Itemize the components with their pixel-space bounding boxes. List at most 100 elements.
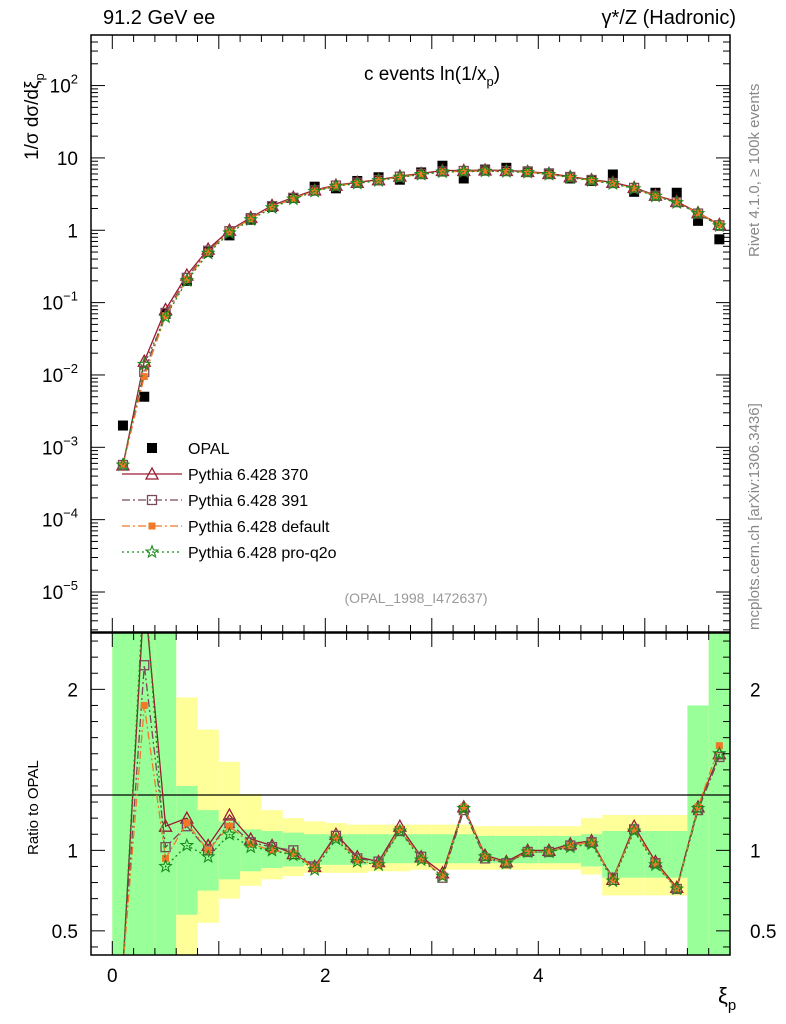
ratio-data-point [179, 837, 195, 852]
ratio-y-tick-label-left: 2 [67, 680, 78, 701]
main-data-point [117, 420, 128, 431]
ratio-green-band-bin [708, 633, 730, 955]
ratio-data-point [392, 823, 408, 838]
tick-label-exponent: −3 [63, 433, 78, 448]
main-data-point [200, 245, 216, 260]
ratio-data-point [222, 807, 237, 821]
ratio-data-point [200, 849, 216, 864]
ratio-panel-frame [90, 632, 731, 956]
main-data-point [307, 183, 322, 198]
ratio-data-point [417, 854, 425, 862]
ratio-y-axis-label: Ratio to OPAL [25, 760, 42, 855]
legend-label: OPAL [188, 441, 230, 458]
legend-marker [147, 443, 157, 453]
main-data-point [694, 209, 702, 217]
ratio-data-point [712, 745, 727, 761]
ratio-green-band-bin [687, 705, 709, 955]
main-data-point [139, 391, 150, 402]
tick-label-exponent: −1 [63, 289, 78, 304]
ratio-x-tick-label: 2 [320, 966, 331, 987]
main-y-tick-label: 10−5 [42, 578, 78, 604]
ratio-data-point [588, 838, 596, 846]
ratio-data-point [501, 858, 512, 869]
main-data-point [545, 170, 553, 178]
ratio-data-point [435, 868, 450, 883]
ratio-data-point [119, 963, 126, 970]
tick-label-exponent: −5 [63, 578, 78, 593]
main-data-point [136, 356, 152, 371]
ratio-panel-series [117, 570, 727, 971]
main-data-point [286, 191, 301, 206]
main-data-point [115, 457, 131, 472]
energy-label: 91.2 GeV ee [103, 7, 216, 29]
main-data-point [328, 178, 344, 193]
main-data-point [435, 164, 450, 179]
main-series-line [122, 170, 720, 466]
main-data-point [417, 170, 425, 178]
tick-label-base: 10 [57, 149, 78, 170]
main-data-point [353, 179, 361, 187]
main-data-point [140, 373, 148, 381]
main-data-point [481, 167, 489, 175]
legend-marker [144, 466, 160, 480]
main-data-point [692, 208, 704, 219]
ratio-data-point [584, 836, 599, 851]
ratio-uncertainty-bands [112, 633, 730, 955]
ratio-data-point [117, 960, 129, 971]
ratio-data-point [138, 587, 150, 598]
main-panel-series [115, 160, 727, 472]
ratio-x-tick-label: 4 [533, 966, 544, 987]
main-data-point [566, 173, 574, 181]
main-y-tick-label: 10−3 [42, 433, 78, 459]
legend-marker [144, 544, 160, 559]
ratio-green-band-bin [453, 834, 475, 864]
ratio-y-tick-label-right: 1 [750, 841, 761, 862]
main-y-axis-label-text: 1/σ dσ/dξ [22, 80, 43, 160]
main-series-3 [119, 167, 723, 469]
ratio-green-band-bin [410, 834, 432, 864]
main-data-point [562, 169, 578, 184]
main-data-point [222, 225, 237, 240]
main-series-line [122, 170, 720, 466]
ratio-data-point [268, 846, 276, 854]
main-series-line [122, 169, 720, 466]
main-data-point [671, 187, 682, 198]
ratio-green-band-bin [602, 831, 624, 878]
ratio-green-band-bin [304, 834, 326, 865]
ratio-data-point [371, 857, 386, 872]
legend-label: Pythia 6.428 default [188, 519, 330, 536]
main-data-point [162, 312, 170, 320]
main-data-point [712, 218, 727, 233]
ratio-data-point [117, 960, 129, 971]
ratio-data-point [671, 883, 682, 895]
ratio-x-axis-label-text: ξ [718, 983, 728, 1008]
ratio-data-point [375, 861, 383, 869]
main-data-point [541, 166, 557, 181]
main-data-point [247, 215, 255, 223]
ratio-green-band-bin [389, 834, 411, 864]
main-data-point [501, 162, 512, 173]
legend: OPAL Pythia 6.428 370 Pythia 6.428 391 Pyth… [122, 441, 337, 562]
main-data-point [268, 203, 276, 211]
main-data-point [477, 163, 493, 178]
main-data-point [289, 194, 297, 202]
main-data-point [183, 275, 191, 283]
ratio-data-point [477, 849, 493, 864]
ratio-data-point [562, 839, 578, 854]
ratio-data-point [138, 570, 150, 581]
ratio-data-point [541, 844, 557, 859]
main-data-point [396, 173, 404, 181]
main-data-point [225, 228, 233, 236]
main-title-suffix: ) [494, 64, 500, 85]
ratio-green-band-bin [176, 785, 198, 915]
ratio-green-band-bin [133, 633, 155, 955]
ratio-y-tick-label-left: 0.5 [52, 922, 78, 943]
ratio-green-band-bin [112, 633, 134, 955]
main-series-line [122, 169, 720, 466]
ratio-data-point [332, 833, 340, 841]
ratio-data-point [669, 881, 685, 896]
main-data-point [605, 175, 621, 190]
main-y-tick-label: 10−1 [42, 289, 78, 315]
tick-label-exponent: −2 [63, 361, 78, 376]
tick-label-base: 10 [42, 511, 63, 532]
